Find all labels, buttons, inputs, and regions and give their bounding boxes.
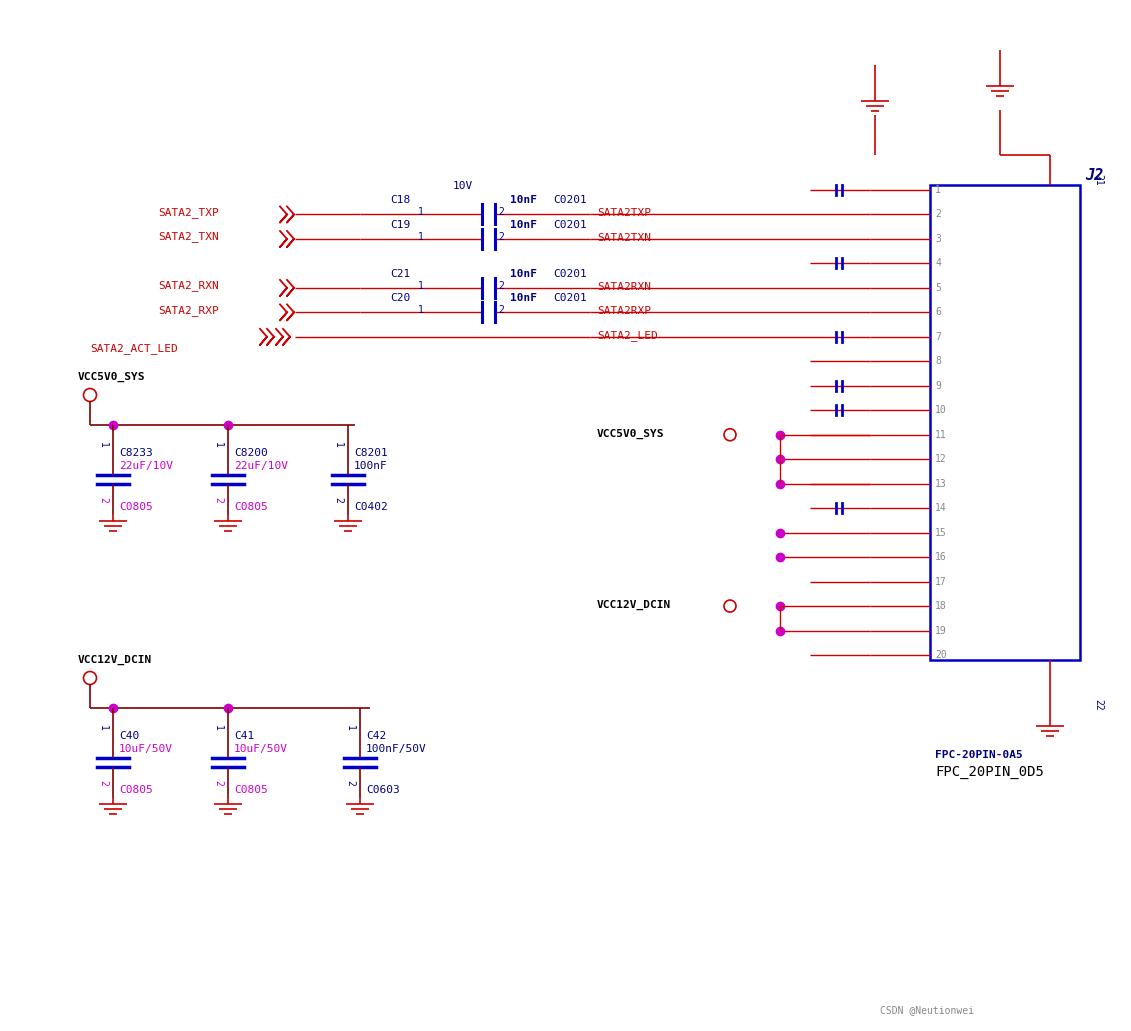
Text: SATA2TXP: SATA2TXP — [597, 208, 651, 219]
Text: 10nF: 10nF — [510, 196, 537, 205]
Text: 9: 9 — [935, 380, 941, 391]
Text: C18: C18 — [390, 196, 411, 205]
Text: 6: 6 — [935, 307, 941, 318]
Text: 12: 12 — [935, 455, 947, 464]
Text: 10nF: 10nF — [510, 220, 537, 230]
Text: C0603: C0603 — [366, 785, 399, 795]
Text: C0201: C0201 — [553, 220, 587, 230]
Text: VCC5V0_SYS: VCC5V0_SYS — [597, 429, 665, 439]
Text: 13: 13 — [935, 478, 947, 489]
Text: 4: 4 — [935, 259, 941, 268]
Text: C0201: C0201 — [553, 294, 587, 303]
Text: 2: 2 — [498, 280, 504, 291]
Text: 10nF: 10nF — [510, 269, 537, 279]
Text: 1: 1 — [98, 725, 107, 731]
Text: SATA2_RXN: SATA2_RXN — [158, 280, 218, 292]
Bar — [930, 185, 1080, 660]
Text: SATA2RXP: SATA2RXP — [597, 306, 651, 317]
Text: 15: 15 — [935, 528, 947, 537]
Text: 18: 18 — [935, 601, 947, 611]
Text: 2: 2 — [345, 780, 355, 786]
Text: 20: 20 — [935, 650, 947, 660]
Text: C0201: C0201 — [553, 196, 587, 205]
Text: 2: 2 — [333, 497, 343, 503]
Text: 3: 3 — [935, 234, 941, 244]
Text: C0805: C0805 — [234, 785, 268, 795]
Text: SATA2_LED: SATA2_LED — [597, 330, 658, 341]
Text: SATA2_RXP: SATA2_RXP — [158, 305, 218, 315]
Text: C42: C42 — [366, 731, 387, 741]
Text: 2: 2 — [213, 780, 223, 786]
Text: SATA2_ACT_LED: SATA2_ACT_LED — [90, 343, 178, 355]
Text: 22uF/10V: 22uF/10V — [119, 461, 173, 471]
Text: 10nF: 10nF — [510, 294, 537, 303]
Text: SATA2_TXP: SATA2_TXP — [158, 207, 218, 218]
Text: C20: C20 — [390, 294, 411, 303]
Text: 2: 2 — [498, 207, 504, 218]
Text: C41: C41 — [234, 731, 254, 741]
Text: 100nF: 100nF — [354, 461, 388, 471]
Text: 1: 1 — [213, 725, 223, 731]
Text: 1: 1 — [418, 280, 424, 291]
Text: SATA2_TXN: SATA2_TXN — [158, 232, 218, 242]
Text: C40: C40 — [119, 731, 139, 741]
Text: J2: J2 — [1085, 167, 1103, 182]
Text: 100nF/50V: 100nF/50V — [366, 744, 426, 754]
Text: 2: 2 — [498, 232, 504, 242]
Text: 2: 2 — [213, 497, 223, 503]
Text: C8201: C8201 — [354, 448, 388, 458]
Text: 16: 16 — [935, 553, 947, 562]
Text: 10uF/50V: 10uF/50V — [234, 744, 288, 754]
Text: C0402: C0402 — [354, 502, 388, 512]
Text: VCC12V_DCIN: VCC12V_DCIN — [78, 655, 153, 665]
Text: CSDN @Neutionwei: CSDN @Neutionwei — [880, 1005, 974, 1015]
Text: C0805: C0805 — [119, 502, 153, 512]
Text: 8: 8 — [935, 357, 941, 366]
Text: 1: 1 — [935, 185, 941, 195]
Text: 2: 2 — [498, 305, 504, 315]
Text: 1: 1 — [213, 442, 223, 447]
Text: VCC5V0_SYS: VCC5V0_SYS — [78, 372, 146, 383]
Text: 11: 11 — [935, 430, 947, 440]
Text: C8233: C8233 — [119, 448, 153, 458]
Text: SATA2RXN: SATA2RXN — [597, 281, 651, 292]
Text: C0201: C0201 — [553, 269, 587, 279]
Text: 1: 1 — [418, 305, 424, 315]
Text: C19: C19 — [390, 220, 411, 230]
Text: 10: 10 — [935, 405, 947, 415]
Text: C21: C21 — [390, 269, 411, 279]
Text: SATA2TXN: SATA2TXN — [597, 233, 651, 243]
Text: C0805: C0805 — [119, 785, 153, 795]
Text: 1: 1 — [345, 725, 355, 731]
Text: 22uF/10V: 22uF/10V — [234, 461, 288, 471]
Text: 5: 5 — [935, 282, 941, 293]
Text: 10uF/50V: 10uF/50V — [119, 744, 173, 754]
Text: FPC_20PIN_0D5: FPC_20PIN_0D5 — [935, 765, 1044, 779]
Text: C8200: C8200 — [234, 448, 268, 458]
Text: 1: 1 — [418, 207, 424, 218]
Text: 2: 2 — [935, 209, 941, 220]
Text: 1: 1 — [333, 442, 343, 447]
Text: 2: 2 — [98, 780, 107, 786]
Text: 1: 1 — [98, 442, 107, 447]
Text: 1: 1 — [418, 232, 424, 242]
Text: 19: 19 — [935, 626, 947, 635]
Text: 17: 17 — [935, 576, 947, 587]
Text: 2: 2 — [98, 497, 107, 503]
Text: 14: 14 — [935, 503, 947, 513]
Text: FPC-20PIN-0A5: FPC-20PIN-0A5 — [935, 750, 1022, 760]
Text: 7: 7 — [935, 332, 941, 342]
Text: 10V: 10V — [454, 181, 473, 192]
Text: C0805: C0805 — [234, 502, 268, 512]
Text: 22: 22 — [1093, 699, 1103, 711]
Text: VCC12V_DCIN: VCC12V_DCIN — [597, 600, 672, 610]
Text: 21: 21 — [1093, 174, 1103, 186]
